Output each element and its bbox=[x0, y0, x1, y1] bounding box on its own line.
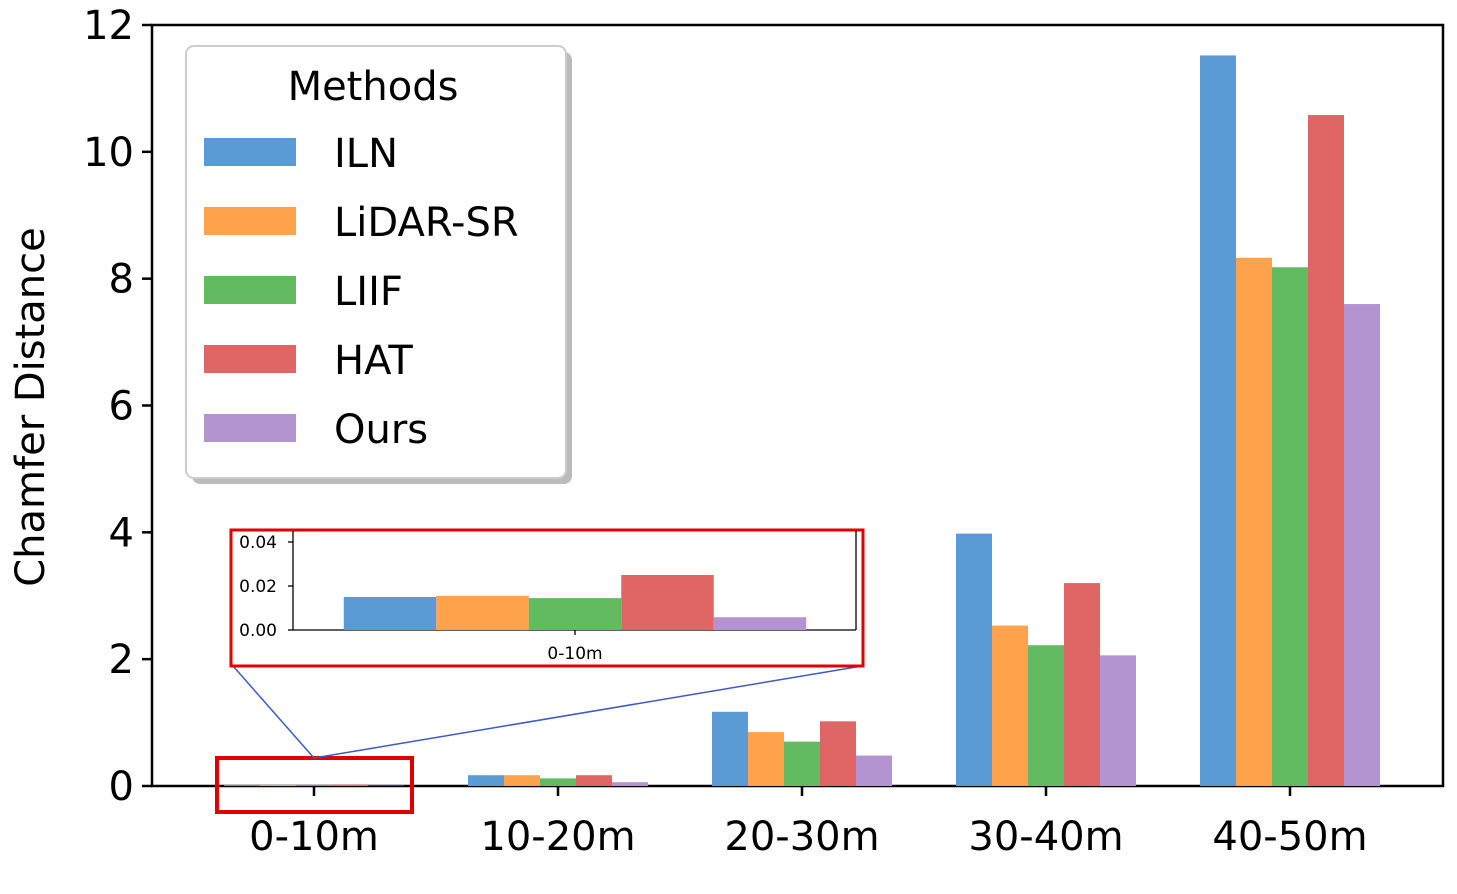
bar-lidar-sr-4 bbox=[1236, 257, 1272, 787]
inset-bar-iln bbox=[343, 597, 437, 630]
legend-label-hat: HAT bbox=[334, 338, 413, 384]
bar-ours-1 bbox=[612, 782, 648, 786]
bar-ours-2 bbox=[856, 755, 892, 786]
bar-hat-1 bbox=[576, 775, 612, 786]
legend-swatch-lidar-sr bbox=[204, 207, 296, 235]
bar-iln-3 bbox=[956, 533, 992, 786]
y-tick-label: 8 bbox=[109, 257, 134, 303]
inset-y-tick-label: 0.00 bbox=[239, 621, 277, 641]
x-tick-label: 40-50m bbox=[1212, 814, 1367, 860]
y-tick-label: 0 bbox=[109, 764, 134, 810]
bar-iln-0 bbox=[224, 785, 260, 786]
y-tick-label: 4 bbox=[109, 510, 134, 556]
connector-line-right bbox=[313, 665, 863, 759]
bar-lidar-sr-2 bbox=[748, 732, 784, 786]
bar-liif-3 bbox=[1028, 645, 1064, 786]
legend-label-liif: LIIF bbox=[334, 269, 403, 315]
legend-swatch-iln bbox=[204, 138, 296, 166]
legend: Methods ILN LiDAR-SR LIIF HAT Ours bbox=[185, 45, 572, 484]
bar-iln-4 bbox=[1200, 55, 1236, 786]
inset-bar-ours bbox=[713, 617, 807, 630]
legend-label-iln: ILN bbox=[334, 131, 398, 177]
legend-swatch-hat bbox=[204, 345, 296, 373]
connector-line-left bbox=[232, 665, 315, 759]
legend-swatch-ours bbox=[204, 414, 296, 442]
y-tick-label: 2 bbox=[109, 637, 134, 683]
bar-lidar-sr-1 bbox=[504, 775, 540, 786]
inset-y-tick-label: 0.04 bbox=[239, 533, 277, 553]
y-tick-label: 10 bbox=[83, 130, 134, 176]
bar-lidar-sr-3 bbox=[992, 625, 1028, 786]
bar-hat-3 bbox=[1064, 583, 1100, 786]
legend-label-lidar-sr: LiDAR-SR bbox=[334, 200, 519, 246]
bar-iln-2 bbox=[712, 711, 748, 786]
bar-ours-3 bbox=[1100, 655, 1136, 786]
y-tick-label: 6 bbox=[109, 384, 134, 430]
bar-hat-0 bbox=[332, 784, 368, 786]
bar-liif-0 bbox=[296, 785, 332, 786]
x-tick-label: 10-20m bbox=[480, 814, 635, 860]
legend-label-ours: Ours bbox=[334, 407, 428, 453]
inset-panel bbox=[229, 528, 865, 668]
bar-ours-4 bbox=[1344, 304, 1380, 786]
inset-bar-hat bbox=[621, 575, 714, 630]
x-tick-label: 0-10m bbox=[249, 814, 379, 860]
inset-y-tick-label: 0.02 bbox=[239, 577, 277, 597]
bar-iln-1 bbox=[468, 775, 504, 786]
y-tick-label: 12 bbox=[83, 3, 134, 49]
bar-liif-1 bbox=[540, 778, 576, 786]
bar-liif-4 bbox=[1272, 267, 1308, 786]
inset-bar-lidar-sr bbox=[436, 595, 529, 630]
inset-x-tick-label: 0-10m bbox=[547, 644, 602, 664]
legend-swatch-liif bbox=[204, 276, 296, 304]
bar-hat-4 bbox=[1308, 115, 1344, 787]
bar-lidar-sr-0 bbox=[260, 785, 296, 786]
inset-bar-liif bbox=[528, 598, 622, 630]
x-tick-label: 20-30m bbox=[724, 814, 879, 860]
x-tick-label: 30-40m bbox=[968, 814, 1123, 860]
y-axis-label: Chamfer Distance bbox=[8, 227, 54, 587]
bar-liif-2 bbox=[784, 741, 820, 786]
legend-title: Methods bbox=[288, 64, 459, 110]
bar-hat-2 bbox=[820, 721, 856, 786]
